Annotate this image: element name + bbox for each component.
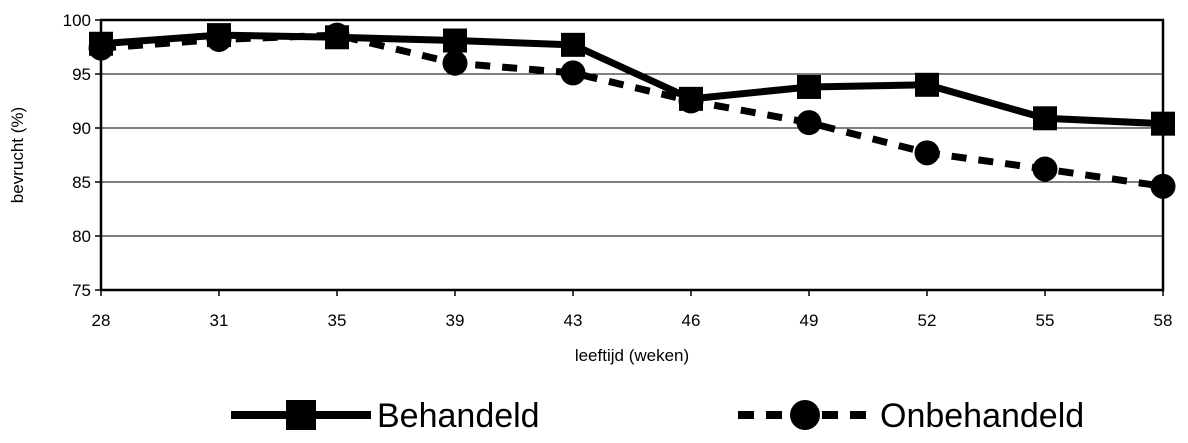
series (88, 22, 1176, 199)
y-tick-label: 80 (72, 227, 91, 246)
legend-label: Onbehandeld (880, 397, 1084, 435)
legend-item-behandeld: Behandeld (231, 397, 540, 435)
y-tick-label: 90 (72, 119, 91, 138)
series-behandeld (89, 23, 1175, 136)
data-point-circle (914, 140, 940, 166)
data-point-circle (442, 50, 468, 76)
data-point-square (325, 25, 349, 50)
x-tick-label: 43 (564, 311, 583, 330)
x-tick-label: 28 (92, 311, 111, 330)
y-tick-label: 100 (63, 11, 91, 30)
data-point-square (443, 28, 467, 53)
legend-circle-marker (790, 400, 820, 430)
y-tick-label: 95 (72, 65, 91, 84)
x-tick-label: 58 (1154, 311, 1173, 330)
y-tick-label: 75 (72, 281, 91, 300)
data-point-square (1151, 111, 1175, 136)
legend-item-onbehandeld: Onbehandeld (738, 397, 1084, 435)
series-line (100, 31, 1164, 128)
data-point-circle (560, 60, 586, 86)
data-point-square (207, 23, 231, 48)
x-tick-label: 52 (918, 311, 937, 330)
x-tick-label: 49 (800, 311, 819, 330)
data-point-square (1033, 106, 1057, 131)
y-axis-label: bevrucht (%) (8, 107, 27, 203)
data-point-square (915, 72, 939, 97)
data-point-circle (1150, 173, 1176, 199)
data-point-circle (1032, 156, 1058, 182)
plot-area (99, 18, 1165, 292)
x-tick-label: 39 (446, 311, 465, 330)
legend-square-marker (286, 400, 316, 430)
y-tick-label: 85 (72, 173, 91, 192)
x-tick-label: 35 (328, 311, 347, 330)
axes: 75 80 85 90 95 100 28 31 35 39 43 46 49 52 55 58 (63, 11, 1173, 330)
x-axis-label: leeftijd (weken) (575, 346, 689, 365)
series-line (100, 31, 1164, 190)
data-point-circle (796, 110, 822, 136)
data-point-square (89, 31, 113, 56)
data-point-square (679, 86, 703, 111)
legend-label: Behandeld (377, 397, 540, 435)
x-tick-label: 55 (1036, 311, 1055, 330)
data-point-square (561, 32, 585, 57)
legend: Behandeld Onbehandeld (231, 397, 1084, 435)
data-point-square (797, 74, 821, 99)
x-tick-label: 46 (682, 311, 701, 330)
x-tick-label: 31 (210, 311, 229, 330)
gridlines (101, 19, 1163, 291)
